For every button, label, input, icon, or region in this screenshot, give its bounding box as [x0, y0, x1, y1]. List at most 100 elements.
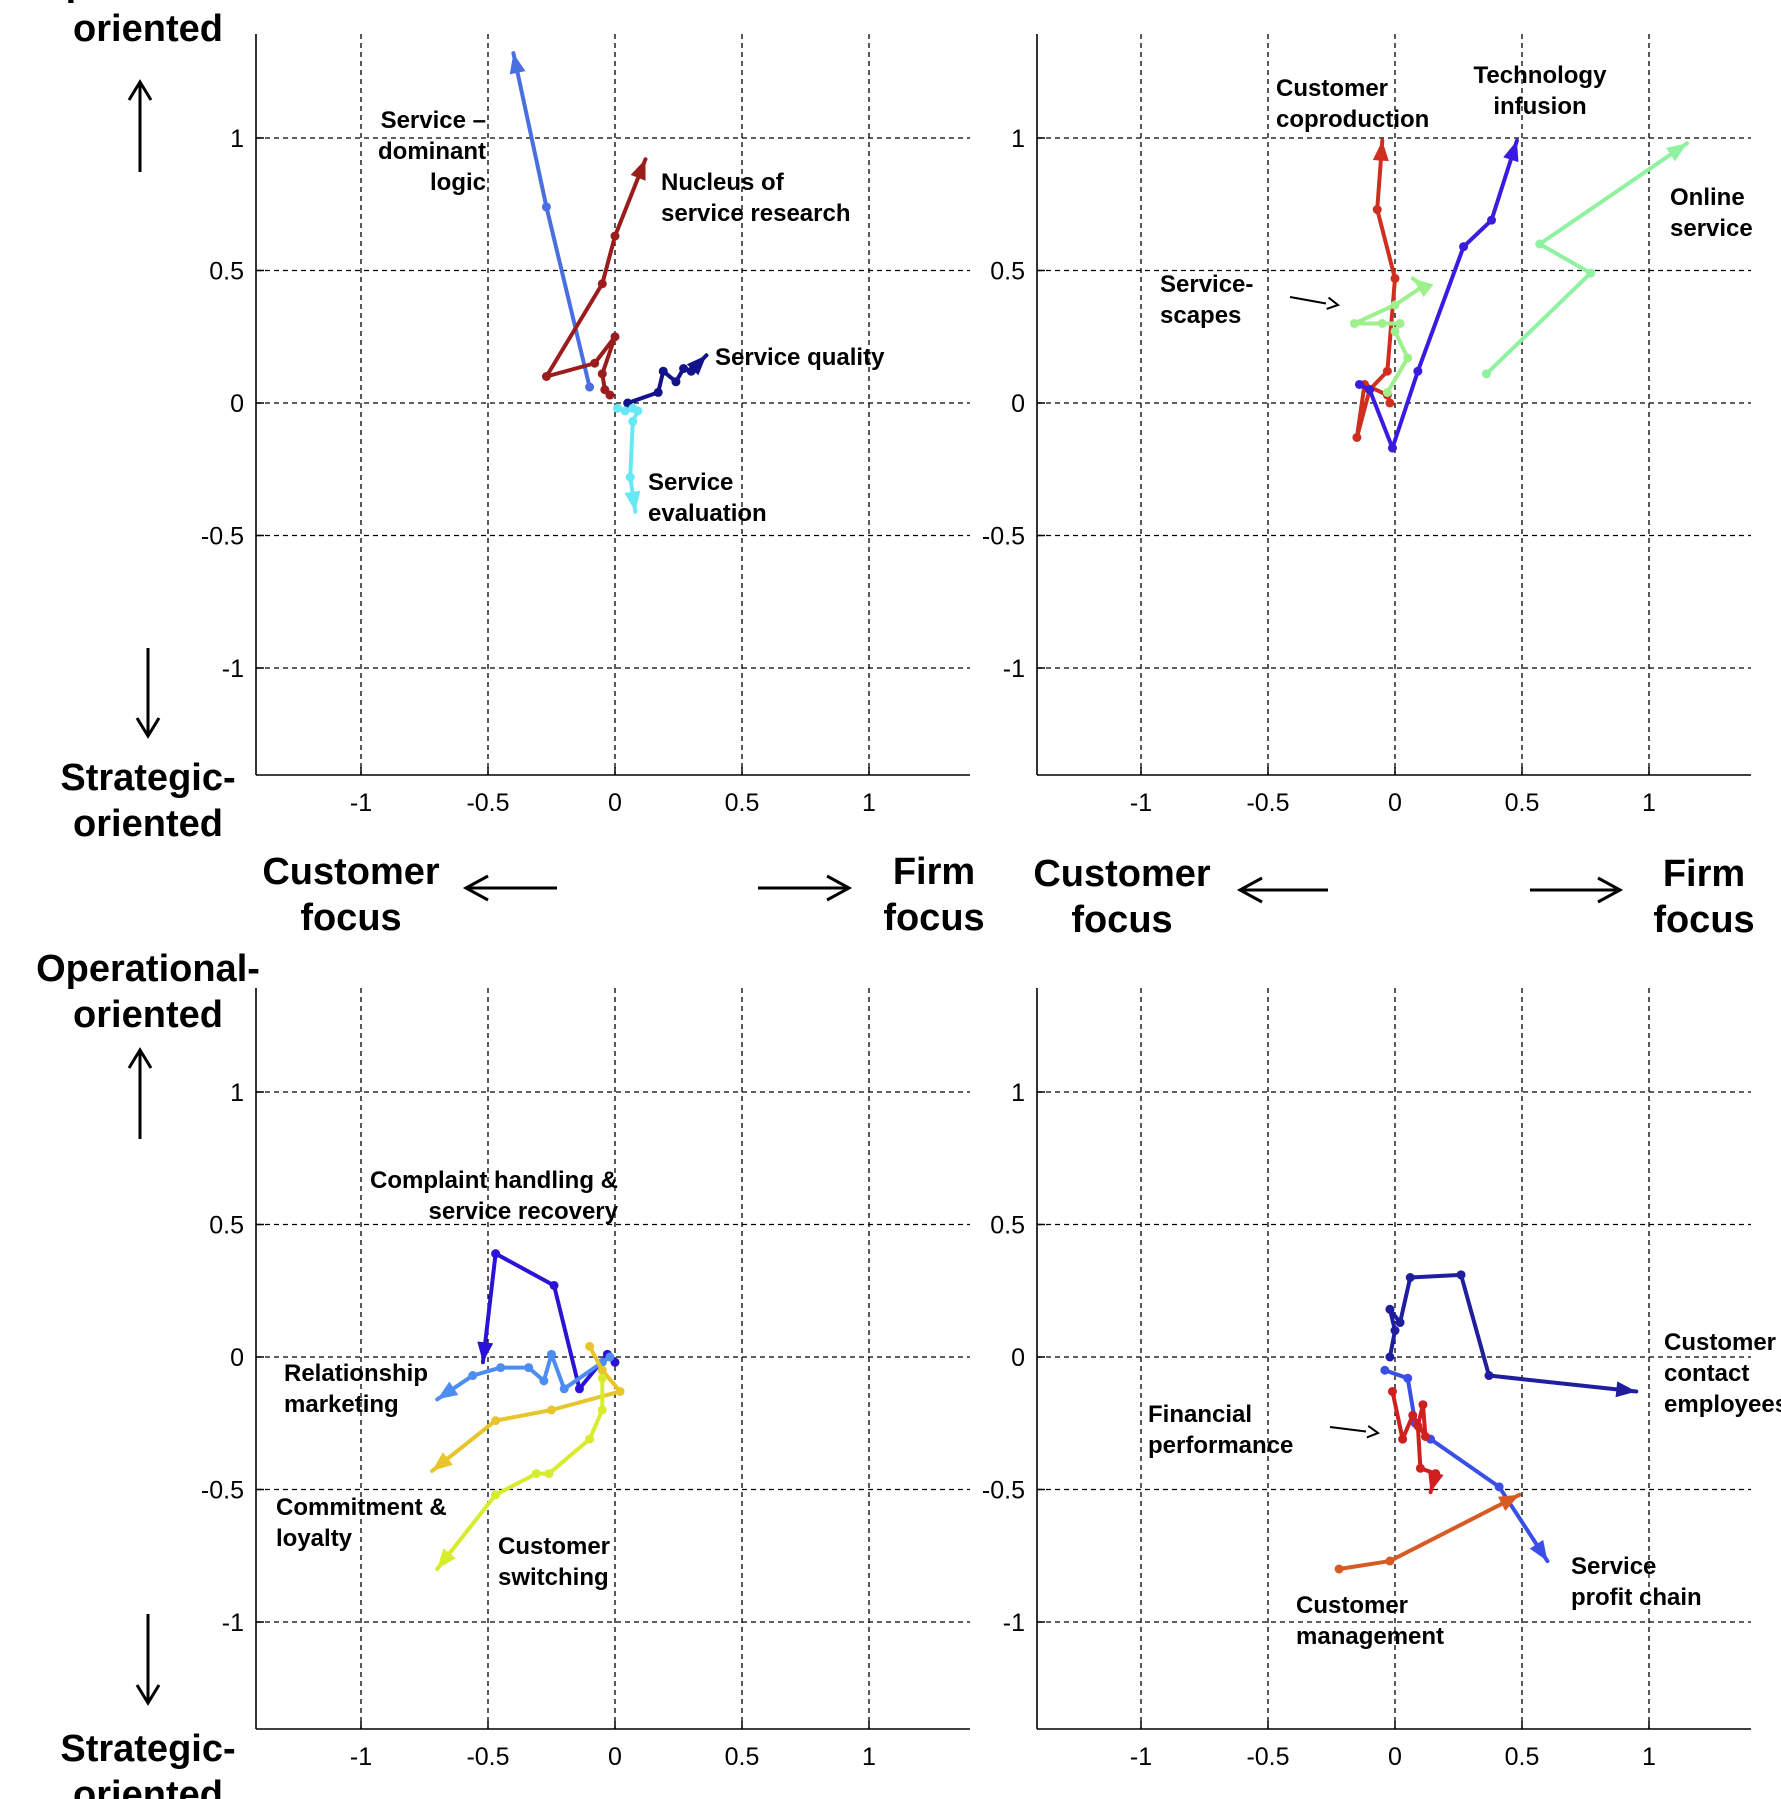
series-2: Relationship marketing: [284, 1349, 615, 1418]
data-point: [496, 1363, 506, 1373]
data-point: [531, 1469, 541, 1479]
direction-arrow-head: [1597, 876, 1624, 904]
series-label-line: evaluation: [648, 500, 767, 527]
pointer-line: [1329, 1426, 1367, 1433]
data-point: [597, 1405, 607, 1415]
arrow-head: [624, 490, 641, 512]
direction-arrow-head: [1236, 876, 1263, 904]
series-label-line: loyalty: [276, 1525, 353, 1552]
series-label-line: Complaint handling &: [370, 1167, 618, 1194]
series-label-line: Customer: [498, 1533, 610, 1560]
axis-word-bottom: Strategic-oriented: [60, 1728, 235, 1799]
axis-word-top: Operational-oriented: [36, 948, 260, 1036]
data-point: [491, 1416, 501, 1426]
series-label: Customer coproduction: [1276, 75, 1429, 133]
series-4: Customer management: [1296, 1492, 1522, 1650]
x-tick-label: 0.5: [1505, 1743, 1540, 1771]
axis-word-bottom: Strategic-oriented: [60, 757, 235, 845]
series-label-line: dominant: [378, 138, 486, 165]
data-point: [491, 1249, 501, 1259]
data-point: [1484, 1371, 1494, 1381]
series-label: Customer contact employees: [1664, 1329, 1781, 1418]
y-tick-label: 1: [1011, 1079, 1025, 1107]
data-point: [1408, 1410, 1418, 1420]
data-point: [633, 406, 643, 416]
series-label: Complaint handling & service recovery: [370, 1167, 619, 1225]
y-tick-label: -0.5: [982, 1477, 1025, 1505]
data-point: [1382, 387, 1392, 397]
x-tick-label: -0.5: [1246, 789, 1289, 817]
data-point: [1420, 1432, 1430, 1441]
series-label-line: scapes: [1160, 302, 1241, 329]
y-tick-label: 0.5: [990, 1212, 1025, 1240]
y-tick-label: -0.5: [201, 523, 244, 551]
series-3: Service quality: [623, 344, 885, 408]
data-point: [1354, 379, 1364, 389]
data-point: [610, 231, 620, 241]
axis-word-left: Customer focus: [262, 851, 440, 939]
series-label: Commitment & loyalty: [276, 1494, 447, 1552]
arrow-head: [1666, 143, 1688, 162]
series-1: Service – dominant logic: [378, 51, 595, 392]
data-point: [559, 1384, 569, 1394]
data-point: [1385, 398, 1395, 408]
series-line: [1382, 1368, 1550, 1564]
series-label-line: Financial: [1148, 1401, 1252, 1428]
series-2: Technology infusion: [1354, 62, 1607, 453]
data-point: [1365, 385, 1375, 395]
data-point: [615, 1386, 625, 1396]
data-point: [585, 1434, 595, 1444]
series-line: [435, 1352, 612, 1402]
data-point: [605, 1352, 615, 1362]
data-point: [1372, 205, 1382, 215]
panel-bottom-left: -1 -0.5 0 0.5 1 1 0.5 0 -0.5 -1 Complaint handling…: [201, 988, 970, 1771]
data-point: [574, 1384, 584, 1394]
y-tick-label: -0.5: [982, 523, 1025, 551]
axis-word-bottom-line: Strategic-: [60, 1728, 235, 1770]
data-point: [597, 369, 607, 379]
axis-word-top-line: Operational-: [36, 948, 260, 990]
series-1: Complaint handling & service recovery: [370, 1167, 620, 1394]
axis-word-right-line: focus: [883, 897, 984, 939]
axis-word-left-line: Customer: [262, 851, 440, 893]
data-point: [1385, 1304, 1395, 1314]
x-tick-label: 0: [608, 1743, 622, 1771]
series-label: Online service: [1670, 184, 1753, 242]
arrow-head: [1503, 140, 1519, 163]
arrow-head: [509, 53, 526, 75]
series-label-line: Service –: [381, 107, 486, 134]
data-point: [585, 382, 595, 392]
series-label-line: marketing: [284, 1391, 399, 1418]
series-label: Service evaluation: [648, 469, 767, 527]
x-tick-label: -1: [1130, 789, 1152, 817]
data-point: [1494, 1482, 1504, 1492]
data-point: [613, 403, 623, 413]
data-point: [585, 1341, 595, 1351]
data-point: [1387, 1386, 1397, 1396]
x-tick-label: 0.5: [1505, 789, 1540, 817]
series-label: Service – dominant logic: [378, 107, 486, 196]
data-point: [597, 1365, 607, 1375]
series-label-line: Customer: [1664, 1329, 1776, 1356]
axis-word-top-line: Operational-: [36, 0, 260, 4]
data-point: [524, 1363, 534, 1373]
data-point: [1385, 1556, 1395, 1566]
data-point: [1403, 1373, 1413, 1383]
x-tick-label: -0.5: [466, 1743, 509, 1771]
series-label: Service-scapes: [1160, 271, 1253, 329]
arrow-head: [1498, 1494, 1520, 1512]
series-label: Service quality: [715, 344, 885, 371]
data-point: [1395, 319, 1405, 328]
series-label-line: Service quality: [715, 344, 885, 371]
x-tick-label: 0: [1388, 789, 1402, 817]
arrow-head: [437, 1548, 456, 1569]
series-label-line: Nucleus of: [661, 169, 785, 196]
series-label-line: employees: [1664, 1391, 1781, 1418]
y-tick-label: -1: [222, 655, 244, 683]
x-tick-label: 1: [862, 1743, 876, 1771]
axis-word-left-line: focus: [300, 897, 401, 939]
data-point: [600, 385, 610, 395]
y-tick-label: -0.5: [201, 1477, 244, 1505]
y-tick-label: -1: [1003, 1609, 1025, 1637]
